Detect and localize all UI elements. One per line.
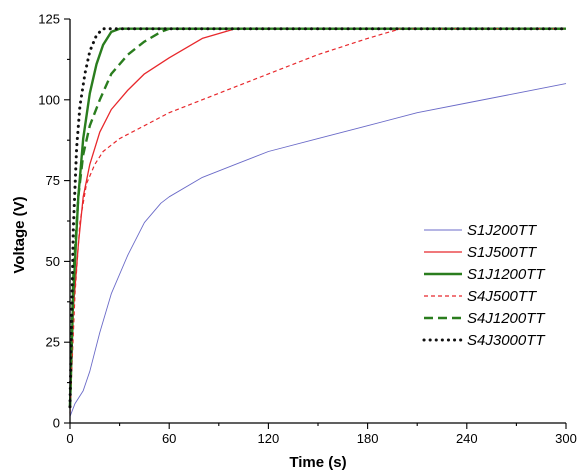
legend-label-S4J500TT: S4J500TT xyxy=(467,288,538,305)
x-tick-label: 300 xyxy=(555,431,577,446)
legend-label-S1J500TT: S1J500TT xyxy=(467,244,538,261)
y-tick-label: 50 xyxy=(46,254,60,269)
tick-labels: 0 25 50 75 100 125 0 60 120 180 240 300 xyxy=(38,12,577,447)
legend-label-S4J3000TT: S4J3000TT xyxy=(467,332,546,349)
legend-label-S1J1200TT: S1J1200TT xyxy=(467,266,546,283)
legend-label-S1J200TT: S1J200TT xyxy=(467,222,538,239)
x-tick-label: 0 xyxy=(66,431,73,446)
series-line-S4J1200TT xyxy=(68,27,566,407)
series-layer xyxy=(68,27,568,417)
x-tick-label: 240 xyxy=(456,431,478,446)
series-line-S1J500TT xyxy=(69,28,566,407)
x-tick-label: 60 xyxy=(162,431,176,446)
y-tick-label: 100 xyxy=(38,92,60,107)
x-axis-title: Time (s) xyxy=(289,454,346,471)
y-axis-title: Voltage (V) xyxy=(11,196,28,273)
y-tick-label: 125 xyxy=(38,12,60,27)
legend-label-S4J1200TT: S4J1200TT xyxy=(467,310,546,327)
series-line-S1J1200TT xyxy=(68,27,566,407)
axes xyxy=(64,18,567,429)
legend: S1J200TT S1J500TT S1J1200TT S4J500TT S4J1200… xyxy=(422,222,546,349)
series-line-S4J3000TT xyxy=(68,27,568,409)
series-line-S1J200TT xyxy=(69,83,567,417)
x-tick-label: 180 xyxy=(357,431,379,446)
x-tick-label: 120 xyxy=(258,431,280,446)
series-line-S4J500TT xyxy=(69,28,566,414)
y-tick-label: 0 xyxy=(53,416,60,431)
y-tick-label: 75 xyxy=(46,173,60,188)
y-tick-label: 25 xyxy=(46,335,60,350)
